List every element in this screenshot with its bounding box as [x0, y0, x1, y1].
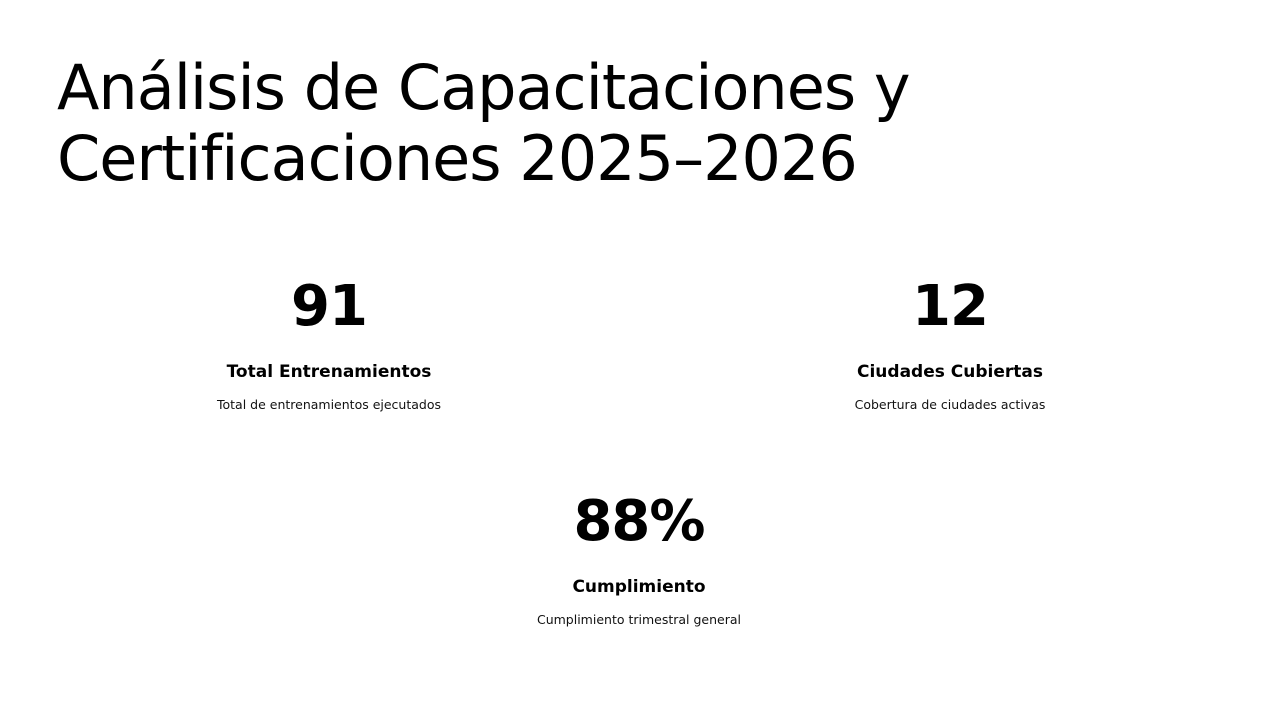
page-title: Análisis de Capacitaciones y Certificaci… [57, 52, 957, 194]
stat-ciudades-cubiertas: 12 Ciudades Cubiertas Cobertura de ciuda… [740, 275, 1160, 413]
stat-value: 88% [573, 489, 705, 554]
stat-description: Cumplimiento trimestral general [536, 612, 742, 627]
title-line-2: Certificaciones 2025–2026 [57, 122, 858, 195]
stat-value: 12 [912, 274, 989, 339]
stat-value: 91 [291, 274, 368, 339]
stat-cumplimiento: 88% Cumplimiento Cumplimiento trimestral… [429, 490, 849, 628]
title-line-1: Análisis de Capacitaciones y [57, 51, 911, 124]
stat-label: Cumplimiento [572, 577, 706, 597]
stat-label: Total Entrenamientos [226, 362, 432, 382]
stat-label: Ciudades Cubiertas [857, 362, 1043, 382]
stat-description: Cobertura de ciudades activas [854, 397, 1046, 412]
stat-description: Total de entrenamientos ejecutados [216, 397, 442, 412]
stat-total-entrenamientos: 91 Total Entrenamientos Total de entrena… [119, 275, 539, 413]
